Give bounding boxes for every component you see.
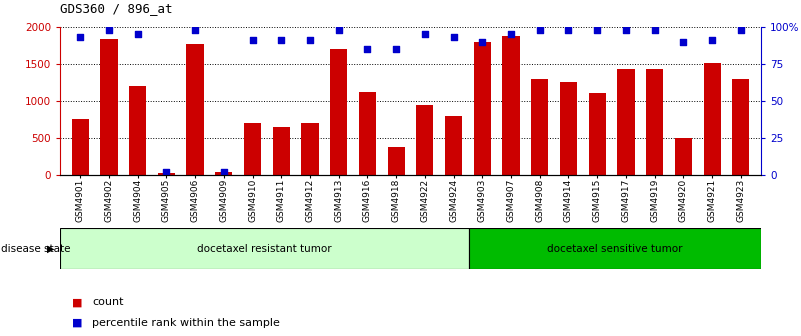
Point xyxy=(275,38,288,43)
Point xyxy=(562,27,575,33)
Bar xyxy=(244,123,261,175)
Text: count: count xyxy=(92,297,123,307)
Point xyxy=(447,35,460,40)
Text: docetaxel sensitive tumor: docetaxel sensitive tumor xyxy=(547,244,682,254)
Bar xyxy=(589,93,606,175)
Point xyxy=(706,38,718,43)
Bar xyxy=(502,37,520,175)
Point xyxy=(304,38,316,43)
Bar xyxy=(469,228,761,269)
Bar xyxy=(646,69,663,175)
Point xyxy=(390,46,403,52)
Text: disease state: disease state xyxy=(1,244,70,254)
Bar xyxy=(618,69,634,175)
Point xyxy=(131,32,144,37)
Bar xyxy=(445,116,462,175)
Point xyxy=(677,39,690,44)
Point xyxy=(361,46,374,52)
Bar xyxy=(60,228,469,269)
Point xyxy=(735,27,747,33)
Bar xyxy=(531,79,549,175)
Text: GDS360 / 896_at: GDS360 / 896_at xyxy=(60,2,172,15)
Bar xyxy=(71,119,89,175)
Bar xyxy=(129,86,147,175)
Point xyxy=(160,169,173,174)
Bar xyxy=(674,138,692,175)
Point xyxy=(476,39,489,44)
Bar xyxy=(388,148,405,175)
Point xyxy=(648,27,661,33)
Point xyxy=(619,27,632,33)
Bar xyxy=(703,63,721,175)
Point xyxy=(418,32,431,37)
Bar xyxy=(417,105,433,175)
Text: ▶: ▶ xyxy=(47,244,54,254)
Bar xyxy=(473,42,491,175)
Text: ■: ■ xyxy=(72,318,86,328)
Bar xyxy=(732,79,750,175)
Text: docetaxel resistant tumor: docetaxel resistant tumor xyxy=(197,244,332,254)
Point xyxy=(103,27,115,33)
Text: ■: ■ xyxy=(72,297,86,307)
Bar xyxy=(272,127,290,175)
Point xyxy=(505,32,517,37)
Bar xyxy=(301,123,319,175)
Bar xyxy=(560,82,577,175)
Point xyxy=(189,27,202,33)
Point xyxy=(591,27,604,33)
Bar xyxy=(330,49,348,175)
Bar xyxy=(215,172,232,175)
Bar xyxy=(100,39,118,175)
Point xyxy=(217,169,230,174)
Bar xyxy=(187,44,203,175)
Bar xyxy=(158,172,175,175)
Point xyxy=(533,27,546,33)
Text: percentile rank within the sample: percentile rank within the sample xyxy=(92,318,280,328)
Point xyxy=(246,38,259,43)
Point xyxy=(74,35,87,40)
Bar xyxy=(359,92,376,175)
Point xyxy=(332,27,345,33)
